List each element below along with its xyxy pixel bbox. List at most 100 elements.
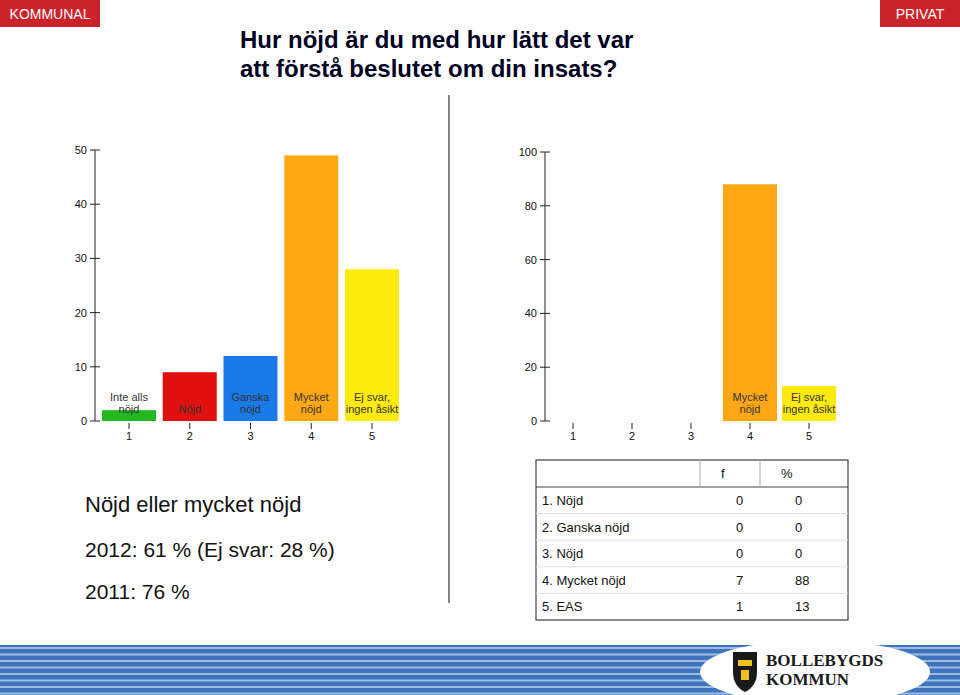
footer: BOLLEBYGDSKOMMUN <box>0 640 960 695</box>
table-cell: 0 <box>736 493 743 508</box>
x-tick <box>632 423 633 429</box>
summary-heading: Nöjd eller mycket nöjd <box>85 492 301 517</box>
left-tag: KOMMUNAL <box>10 6 91 22</box>
y-tick <box>540 152 550 153</box>
left-tag-box <box>0 0 100 27</box>
y-tick <box>90 312 100 313</box>
table-cell: 3. Nöjd <box>542 546 583 561</box>
divider <box>448 95 449 603</box>
y-tick <box>540 421 550 422</box>
table-cell: 0 <box>736 546 743 561</box>
y-tick-label: 50 <box>75 144 87 156</box>
table-cell: 88 <box>795 573 809 588</box>
bar-label: Ej svar, <box>354 391 390 403</box>
bar <box>163 372 217 421</box>
y-tick-label: 100 <box>519 146 537 158</box>
logo-text: KOMMUN <box>766 670 850 689</box>
bar-label: Ej svar, <box>791 391 827 403</box>
table-rule <box>700 460 701 487</box>
logo-text: BOLLEBYGDS <box>766 651 883 670</box>
bar-label: Mycket <box>733 391 768 403</box>
x-tick <box>809 423 810 429</box>
y-tick <box>90 204 100 205</box>
y-tick <box>90 150 100 151</box>
y-tick-label: 80 <box>525 200 537 212</box>
bar-label: Inte alls <box>110 391 148 403</box>
table-rule <box>536 540 848 541</box>
x-tick-label: 2 <box>187 430 193 442</box>
x-tick-label: 5 <box>806 430 812 442</box>
y-axis <box>545 152 546 421</box>
y-tick <box>90 421 100 422</box>
bar-label: ingen åsikt <box>783 403 836 415</box>
y-tick-label: 60 <box>525 254 537 266</box>
bars <box>723 184 836 421</box>
y-tick-label: 40 <box>525 307 537 319</box>
x-tick-label: 4 <box>308 430 314 442</box>
chart: 0 20 40 60 80 100 1 2 3 4 5 Mycketnöjd Ej svar,ingen… <box>519 146 836 442</box>
table-cell: 2. Ganska nöjd <box>542 520 629 535</box>
x-tick <box>750 423 751 429</box>
x-tick-label: 1 <box>126 430 132 442</box>
table-rule <box>760 460 761 487</box>
bar-label: nöjd <box>740 403 761 415</box>
logo-shield <box>733 652 757 692</box>
y-axis <box>95 150 96 421</box>
title: att förstå beslutet om din insats? <box>240 55 617 82</box>
x-tick <box>189 423 190 429</box>
y-tick <box>540 205 550 206</box>
bars <box>102 155 399 421</box>
summary-line: 2012: 61 % (Ej svar: 28 %) <box>85 538 335 561</box>
table-cell: 0 <box>795 493 802 508</box>
table-rule <box>536 566 848 567</box>
y-tick-label: 30 <box>75 252 87 264</box>
y-tick-label: 40 <box>75 198 87 210</box>
table-cell: 0 <box>795 520 802 535</box>
x-tick-label: 3 <box>247 430 253 442</box>
table-cell: 13 <box>795 599 809 614</box>
x-tick-label: 1 <box>570 430 576 442</box>
table-cell: 5. EAS <box>542 599 583 614</box>
x-tick <box>573 423 574 429</box>
right-tag: PRIVAT <box>896 6 945 22</box>
table-cell: 0 <box>795 546 802 561</box>
x-tick <box>311 423 312 429</box>
x-tick <box>250 423 251 429</box>
x-tick-label: 3 <box>688 430 694 442</box>
table-rule <box>536 593 848 594</box>
y-tick <box>540 259 550 260</box>
bar-label: Nöjd <box>178 403 201 415</box>
table-header: f <box>721 466 725 481</box>
y-tick-label: 20 <box>75 307 87 319</box>
table: f%1. Nöjd002. Ganska nöjd003. Nöjd004. M… <box>536 460 848 620</box>
x-tick <box>129 423 130 429</box>
x-tick-label: 2 <box>629 430 635 442</box>
summary-line: 2011: 76 % <box>85 580 190 603</box>
table-header: % <box>781 466 793 481</box>
table-frame <box>536 460 848 620</box>
title: Hur nöjd är du med hur lätt det var <box>240 26 633 53</box>
table-cell: 7 <box>736 573 743 588</box>
logo-emblem <box>738 660 752 680</box>
y-tick-label: 10 <box>75 361 87 373</box>
y-tick <box>540 367 550 368</box>
bar <box>546 421 600 422</box>
y-tick <box>90 366 100 367</box>
y-tick-label: 20 <box>525 361 537 373</box>
x-tick-label: 4 <box>747 430 753 442</box>
right-tag-box <box>880 0 960 27</box>
bar-label: Mycket <box>294 391 329 403</box>
x-tick-label: 5 <box>369 430 375 442</box>
table-cell: 1 <box>736 599 743 614</box>
table-cell: 1. Nöjd <box>542 493 583 508</box>
bar <box>345 269 399 421</box>
table-cell: 0 <box>736 520 743 535</box>
bar-label: nöjd <box>119 403 140 415</box>
table-rule <box>536 513 848 514</box>
logo-oval <box>700 640 930 695</box>
y-tick <box>90 258 100 259</box>
y-tick-label: 0 <box>531 415 537 427</box>
bar-label: Ganska <box>232 391 271 403</box>
chart: 0102030405012345Inte allsnöjdNöjdGanskan… <box>75 144 399 442</box>
bar-label: nöjd <box>240 403 261 415</box>
